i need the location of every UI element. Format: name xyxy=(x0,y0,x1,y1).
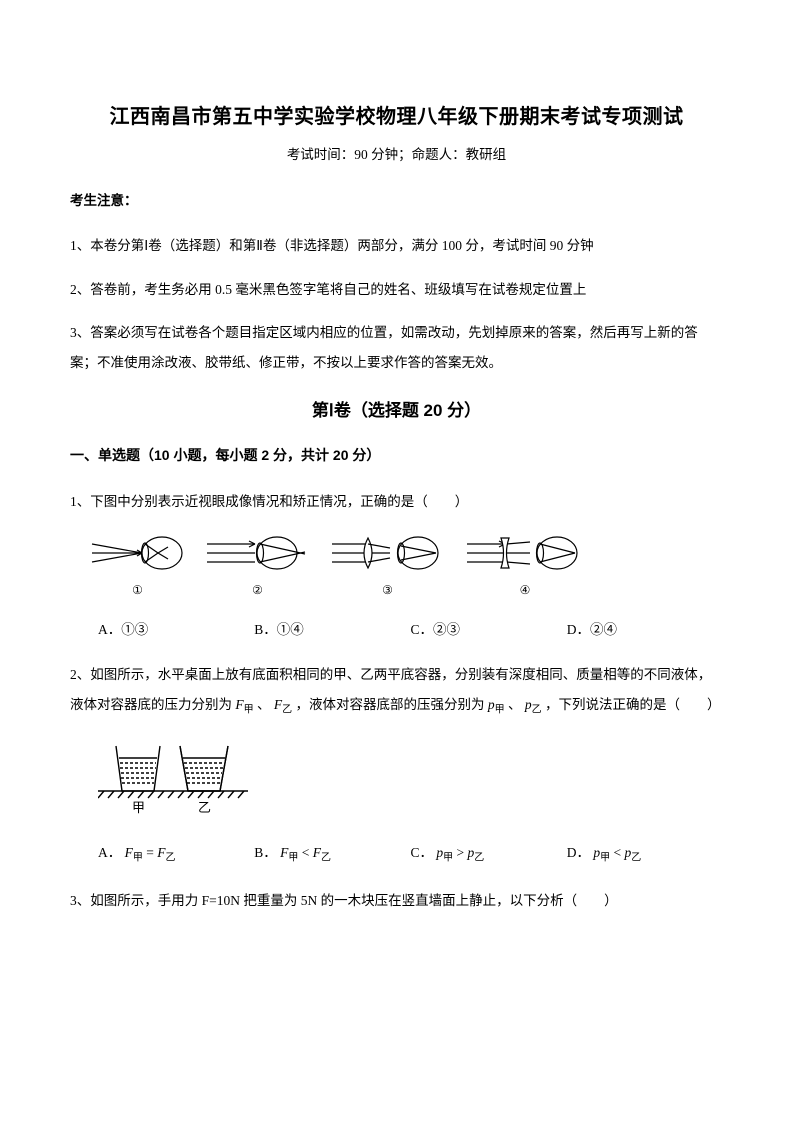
q1-choice-c: C．②③ xyxy=(411,618,567,638)
q2-text: 2、如图所示，水平桌面上放有底面积相同的甲、乙两平底容器，分别装有深度相同、质量… xyxy=(70,660,723,721)
exam-subtitle: 考试时间：90 分钟；命题人：教研组 xyxy=(70,143,723,163)
eye-label-3: ③ xyxy=(330,583,445,598)
q2-figure: 甲 乙 xyxy=(70,736,723,821)
q2-p-yi: p xyxy=(525,697,532,712)
exam-page: 江西南昌市第五中学实验学校物理八年级下册期末考试专项测试 考试时间：90 分钟；… xyxy=(0,0,793,1122)
q1-figure: ① ② xyxy=(70,530,723,598)
q2-choice-b: B． F甲 < F乙 xyxy=(254,841,410,864)
q2-mid3: 、 xyxy=(508,697,525,712)
q2-F-yi: F xyxy=(274,697,282,712)
q2-post: ，下列说法正确的是（ ） xyxy=(545,697,721,712)
q1-choice-d: D．②④ xyxy=(567,618,723,638)
notice-3: 3、答案必须写在试卷各个题目指定区域内相应的位置，如需改动，先划掉原来的答案，然… xyxy=(70,318,723,377)
q2-choice-a: A． F甲 = F乙 xyxy=(98,841,254,864)
containers-svg: 甲 乙 xyxy=(98,736,248,816)
notice-heading: 考生注意： xyxy=(70,189,723,209)
part-1-head: 一、单选题（10 小题，每小题 2 分，共计 20 分） xyxy=(70,445,723,465)
q1-text: 1、下图中分别表示近视眼成像情况和矫正情况，正确的是（ ） xyxy=(70,487,723,517)
notice-1: 1、本卷分第Ⅰ卷（选择题）和第Ⅱ卷（非选择题）两部分，满分 100 分，考试时间… xyxy=(70,231,723,261)
q2-choice-d: D． p甲 < p乙 xyxy=(567,841,723,864)
notice-2: 2、答卷前，考生务必用 0.5 毫米黑色签字笔将自己的姓名、班级填写在试卷规定位… xyxy=(70,275,723,305)
eye-diagram-4: ④ xyxy=(465,530,585,598)
container-label-jia: 甲 xyxy=(132,800,145,815)
eye-diagram-2: ② xyxy=(205,530,310,598)
q2-choice-c: C． p甲 > p乙 xyxy=(411,841,567,864)
q1-choice-b: B．①④ xyxy=(254,618,410,638)
eye-svg-1 xyxy=(90,530,185,576)
eye-label-2: ② xyxy=(205,583,310,598)
q1-choices: A．①③ B．①④ C．②③ D．②④ xyxy=(70,618,723,638)
eye-svg-3 xyxy=(330,530,445,576)
eye-diagram-1: ① xyxy=(90,530,185,598)
eye-label-4: ④ xyxy=(465,583,585,598)
q3-text: 3、如图所示，手用力 F=10N 把重量为 5N 的一木块压在竖直墙面上静止，以… xyxy=(70,886,723,916)
q2-p-jia: p xyxy=(488,697,495,712)
eye-diagram-3: ③ xyxy=(330,530,445,598)
container-label-yi: 乙 xyxy=(198,800,211,815)
eye-label-1: ① xyxy=(90,583,185,598)
eye-svg-2 xyxy=(205,530,310,576)
q2-F-jia: F xyxy=(235,697,243,712)
q2-mid1: 、 xyxy=(257,697,274,712)
exam-title: 江西南昌市第五中学实验学校物理八年级下册期末考试专项测试 xyxy=(70,100,723,129)
q2-choices: A． F甲 = F乙 B． F甲 < F乙 C． p甲 > p乙 D． p甲 <… xyxy=(70,841,723,864)
section-1-head: 第Ⅰ卷（选择题 20 分） xyxy=(70,396,723,421)
q1-choice-a: A．①③ xyxy=(98,618,254,638)
q2-mid2: ，液体对容器底部的压强分别为 xyxy=(296,697,488,712)
eye-svg-4 xyxy=(465,530,585,576)
